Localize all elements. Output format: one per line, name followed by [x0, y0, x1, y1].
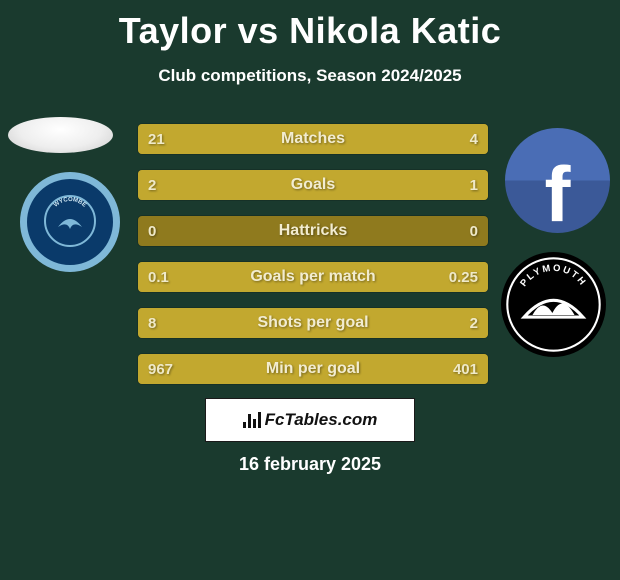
stat-row: 8Shots per goal2	[138, 308, 488, 338]
page-title: Taylor vs Nikola Katic	[0, 0, 620, 52]
stat-label: Min per goal	[138, 354, 488, 384]
stat-label: Shots per goal	[138, 308, 488, 338]
facebook-icon: f	[545, 149, 571, 233]
stat-label: Goals	[138, 170, 488, 200]
stat-value-right: 2	[470, 308, 478, 338]
stat-value-right: 1	[470, 170, 478, 200]
date-label: 16 february 2025	[0, 454, 620, 475]
club-badge-right: PLYMOUTH	[501, 252, 606, 357]
barchart-icon	[243, 412, 261, 428]
stat-value-right: 0.25	[449, 262, 478, 292]
stat-value-right: 401	[453, 354, 478, 384]
stat-row: 2Goals1	[138, 170, 488, 200]
stat-row: 967Min per goal401	[138, 354, 488, 384]
stat-value-right: 0	[470, 216, 478, 246]
stat-label: Goals per match	[138, 262, 488, 292]
stat-value-right: 4	[470, 124, 478, 154]
club-badge-left: WYCOMBE	[20, 172, 120, 272]
stat-label: Matches	[138, 124, 488, 154]
stats-bars: 21Matches42Goals10Hattricks00.1Goals per…	[138, 124, 488, 400]
stat-row: 0Hattricks0	[138, 216, 488, 246]
stat-row: 21Matches4	[138, 124, 488, 154]
stat-label: Hattricks	[138, 216, 488, 246]
stat-row: 0.1Goals per match0.25	[138, 262, 488, 292]
club-badge-left-label: WYCOMBE	[40, 191, 100, 254]
player-avatar-left	[8, 117, 113, 153]
player-avatar-right: f	[505, 128, 610, 233]
branding-badge[interactable]: FcTables.com	[205, 398, 415, 442]
page-subtitle: Club competitions, Season 2024/2025	[0, 66, 620, 86]
branding-text: FcTables.com	[265, 410, 378, 430]
